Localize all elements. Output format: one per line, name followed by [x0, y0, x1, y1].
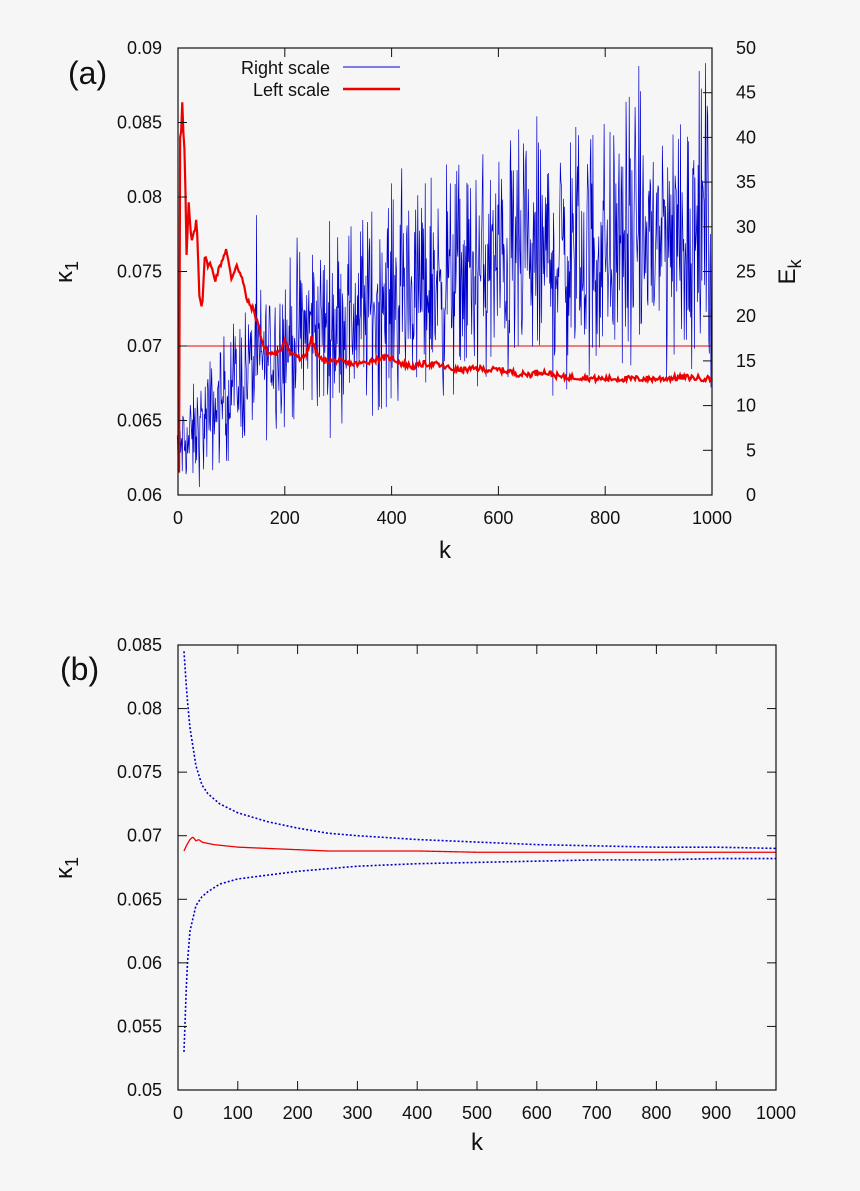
- y2-tick-label: 10: [736, 396, 756, 416]
- x-tick-label: 500: [462, 1103, 492, 1123]
- x-tick-label: 0: [173, 508, 183, 528]
- series-right-scale-line: [177, 63, 713, 487]
- x-tick-label: 600: [522, 1103, 552, 1123]
- x-tick-label: 100: [223, 1103, 253, 1123]
- legend-label-left-scale: Left scale: [253, 80, 330, 100]
- svg-text:κ1: κ1: [51, 857, 82, 879]
- x-tick-label: 300: [342, 1103, 372, 1123]
- series-mean-line: [183, 836, 776, 853]
- panel-b-y-label-main: κ: [51, 866, 78, 879]
- panel-a-x-axis-label: k: [439, 537, 452, 564]
- y-tick-label: 0.065: [117, 889, 162, 909]
- y2-tick-label: 15: [736, 351, 756, 371]
- panel-b-plot-frame: [177, 644, 777, 1091]
- y-tick-label: 0.08: [127, 187, 162, 207]
- y-tick-label: 0.08: [127, 699, 162, 719]
- y-tick-label: 0.075: [117, 262, 162, 282]
- panel-a-legend: Right scale Left scale: [241, 58, 400, 100]
- y-tick-label: 0.085: [117, 635, 162, 655]
- series-upper-bound-line: [183, 651, 777, 850]
- y-tick-label: 0.075: [117, 762, 162, 782]
- y-tick-label: 0.085: [117, 113, 162, 133]
- x-tick-label: 0: [173, 1103, 183, 1123]
- legend-label-right-scale: Right scale: [241, 58, 330, 78]
- y2-tick-label: 45: [736, 83, 756, 103]
- x-tick-label: 700: [582, 1103, 612, 1123]
- y-tick-label: 0.06: [127, 953, 162, 973]
- panel-a-y2-axis-label: Ek: [774, 258, 805, 284]
- panel-b-y-label-sub: 1: [62, 857, 82, 867]
- y-tick-label: 0.07: [127, 826, 162, 846]
- y2-tick-label: 25: [736, 262, 756, 282]
- x-tick-label: 1000: [756, 1103, 796, 1123]
- y2-tick-label: 35: [736, 172, 756, 192]
- series-left-scale-line: [176, 102, 713, 473]
- y2-tick-label: 5: [746, 440, 756, 460]
- x-tick-label: 900: [701, 1103, 731, 1123]
- panel-a-y2-label-main: E: [774, 268, 801, 284]
- y2-tick-label: 40: [736, 127, 756, 147]
- panel-a: (a) 0 200 400 600 800 10000.060.0650.070.0750…: [51, 38, 805, 564]
- panel-b: (b) 0 100 200 300 400 500 600 700 800 900 1000 0.05…: [51, 635, 796, 1156]
- y-tick-label: 0.09: [127, 38, 162, 58]
- x-tick-label: 400: [377, 508, 407, 528]
- x-tick-label: 400: [402, 1103, 432, 1123]
- panel-a-y-label-sub: 1: [62, 261, 82, 271]
- x-tick-label: 200: [270, 508, 300, 528]
- svg-text:Ek: Ek: [774, 258, 805, 284]
- panel-a-plot-frame: [177, 47, 713, 496]
- panel-a-label: (a): [68, 55, 107, 91]
- svg-text:κ1: κ1: [51, 261, 82, 283]
- panel-a-y-axis-label: κ1: [51, 261, 82, 283]
- y2-tick-label: 20: [736, 306, 756, 326]
- panel-b-label: (b): [60, 651, 99, 687]
- y-tick-label: 0.06: [127, 485, 162, 505]
- panel-a-y-label-main: κ: [51, 270, 78, 283]
- y-tick-label: 0.055: [117, 1016, 162, 1036]
- x-tick-label: 800: [590, 508, 620, 528]
- y-tick-label: 0.05: [127, 1080, 162, 1100]
- x-tick-label: 600: [483, 508, 513, 528]
- y2-tick-label: 30: [736, 217, 756, 237]
- x-tick-label: 1000: [692, 508, 732, 528]
- y-tick-label: 0.07: [127, 336, 162, 356]
- y2-tick-label: 0: [746, 485, 756, 505]
- y-tick-label: 0.065: [117, 411, 162, 431]
- series-lower-bound-line: [183, 857, 776, 1052]
- x-tick-label: 200: [283, 1103, 313, 1123]
- panel-b-y-axis-label: κ1: [51, 857, 82, 879]
- x-tick-label: 800: [641, 1103, 671, 1123]
- panel-a-y2-label-sub: k: [785, 258, 805, 268]
- y2-tick-label: 50: [736, 38, 756, 58]
- panel-b-x-axis-label: k: [471, 1129, 484, 1156]
